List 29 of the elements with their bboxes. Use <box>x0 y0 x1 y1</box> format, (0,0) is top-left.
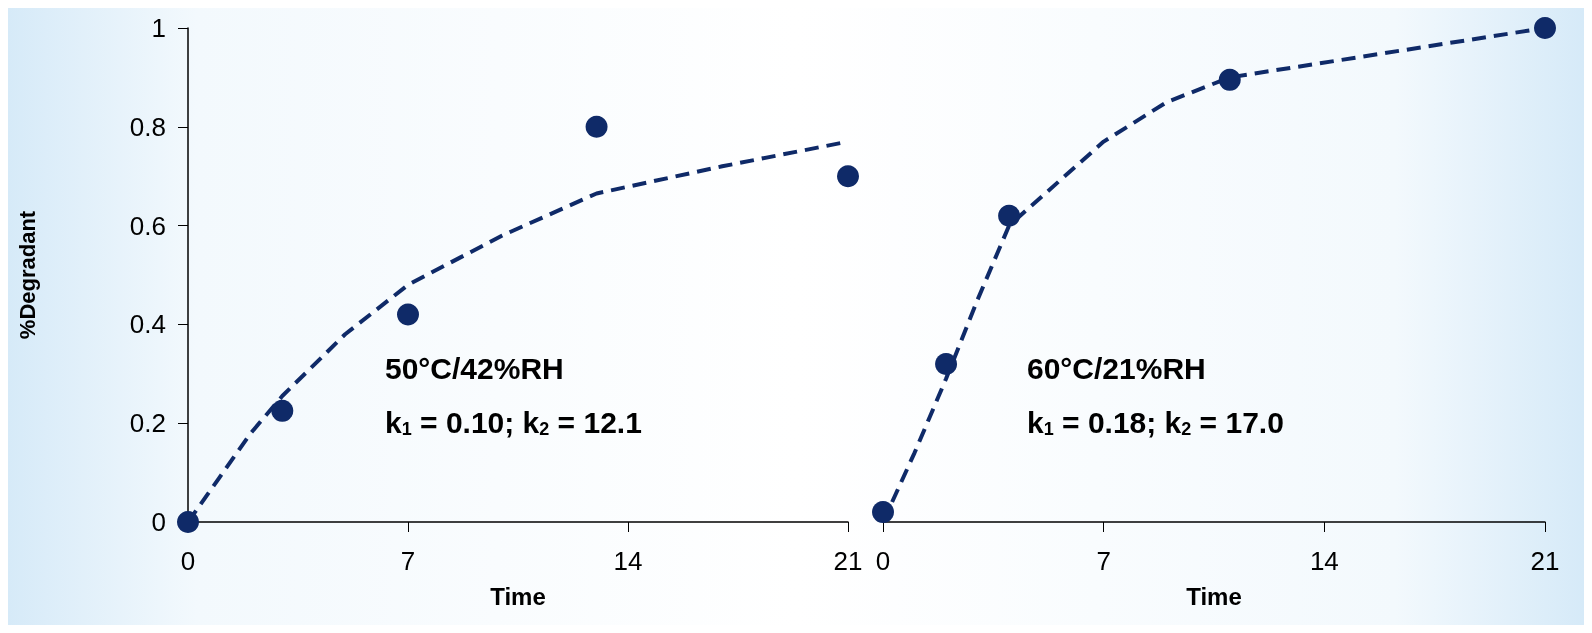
y-axis-title: %Degradant <box>14 210 40 340</box>
x-tick-label: 21 <box>833 546 863 576</box>
y-tick-label: 0.2 <box>129 408 166 439</box>
x-tick-label: 0 <box>875 546 891 576</box>
y-tick-label: 0.8 <box>129 111 166 142</box>
annotation: 50°C/42%RH <box>385 351 564 385</box>
x-tick-label: 7 <box>1096 546 1111 576</box>
point <box>271 399 294 422</box>
x-tick-label: 7 <box>400 546 416 576</box>
annotation: 60°C/21%RH <box>1027 351 1206 385</box>
point <box>1218 68 1241 91</box>
x-tick-label: 14 <box>1309 546 1339 576</box>
y-tick-label: 0.6 <box>129 210 166 241</box>
y-tick-label: 1 <box>151 13 166 43</box>
point <box>837 165 859 188</box>
y-tick-label: 0 <box>151 507 166 537</box>
y-tick-label: 0.4 <box>129 309 166 340</box>
x-axis-title: Time <box>490 582 546 610</box>
x-tick-label: 0 <box>180 546 196 576</box>
point <box>935 352 958 375</box>
point <box>177 511 199 533</box>
x-axis-title: Time <box>1186 582 1242 610</box>
x-tick-label: 14 <box>613 546 643 576</box>
point <box>998 204 1021 227</box>
point <box>872 501 894 524</box>
point <box>585 115 608 138</box>
point <box>397 303 419 326</box>
point <box>1534 17 1556 39</box>
x-tick-label: 21 <box>1530 546 1560 576</box>
